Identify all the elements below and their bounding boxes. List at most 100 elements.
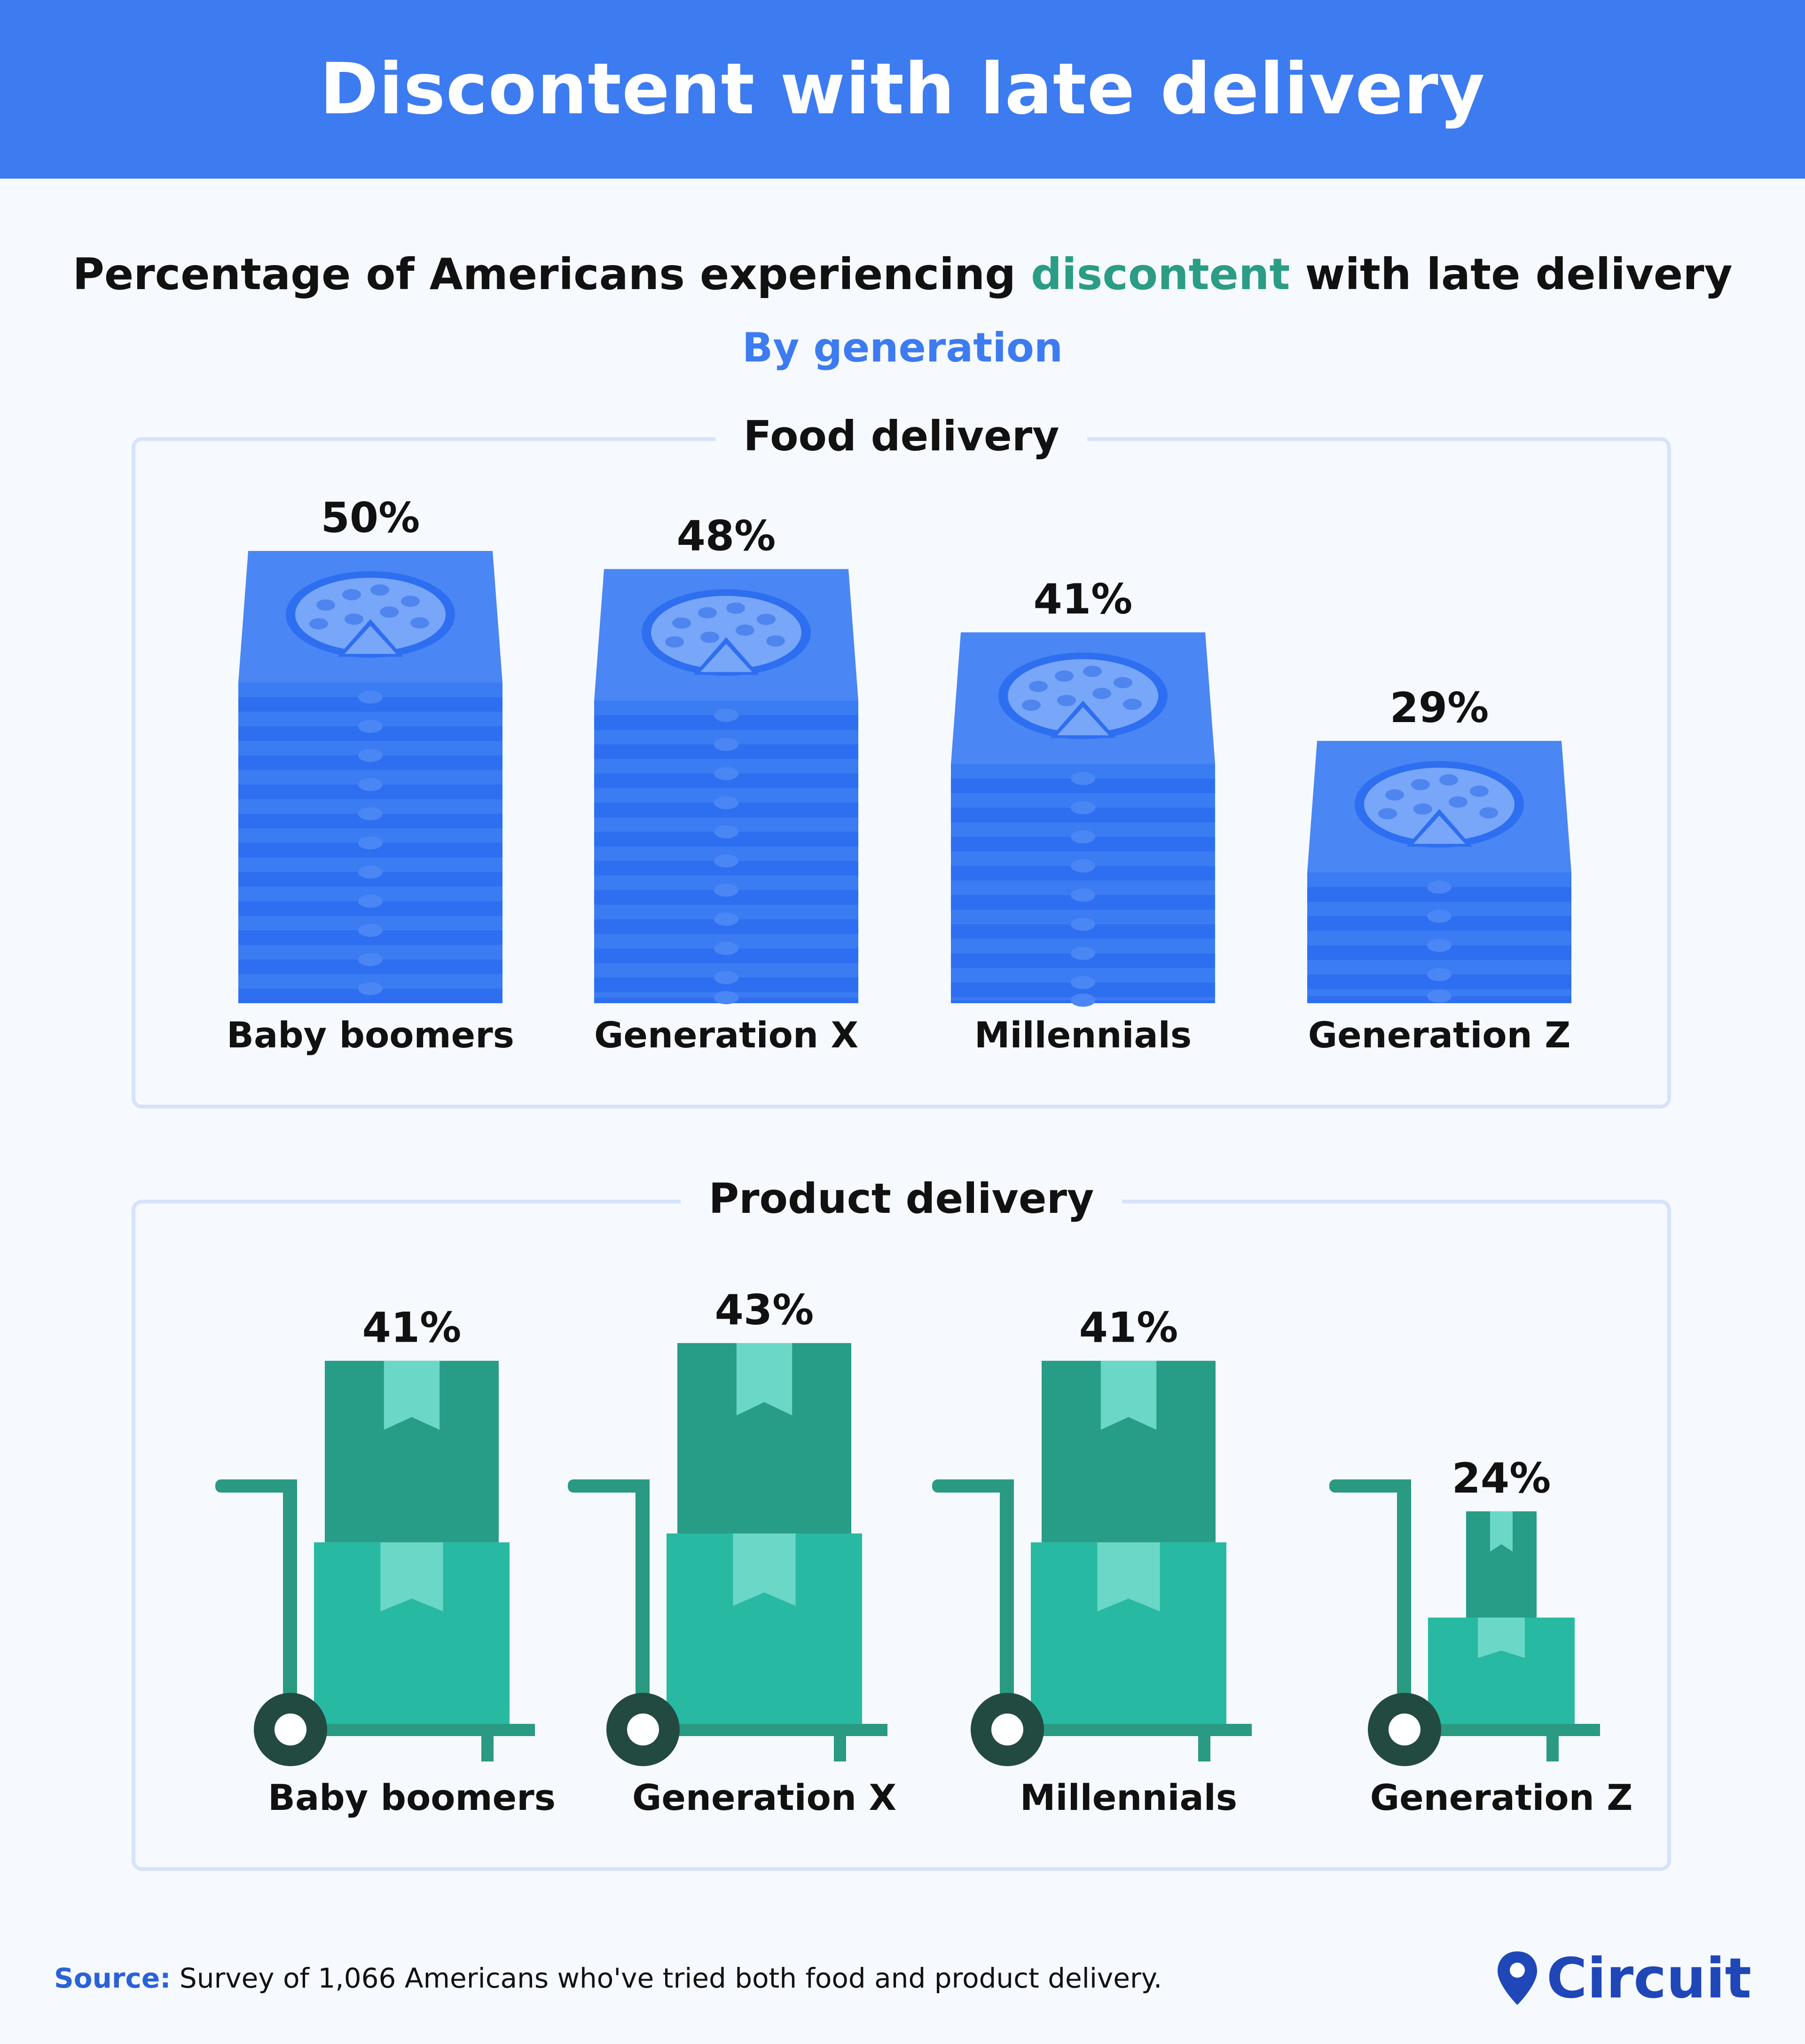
pizza-box-notch xyxy=(714,825,738,839)
page-title: Discontent with late delivery xyxy=(320,48,1485,130)
hand-truck-2 xyxy=(932,1360,1252,1766)
pizza-box-notch xyxy=(714,738,738,751)
header-banner: Discontent with late delivery xyxy=(0,0,1805,179)
box-tape xyxy=(736,1343,793,1415)
cart-wheel-hub xyxy=(275,1714,306,1745)
pizza-topping xyxy=(757,613,776,625)
source-label: Source: xyxy=(54,1962,171,1994)
pizza-topping xyxy=(672,617,691,629)
pizza-box-notch xyxy=(358,691,383,704)
pizza-box-notch xyxy=(358,778,383,791)
pizza-box-notch xyxy=(714,767,738,780)
cart-wheel-hub xyxy=(627,1714,659,1745)
food-value-label: 50% xyxy=(321,494,420,542)
box-tape xyxy=(733,1533,796,1606)
food-value-label: 29% xyxy=(1390,684,1489,732)
box-tape xyxy=(384,1360,440,1430)
hand-truck-0 xyxy=(215,1360,535,1766)
pizza-slice xyxy=(700,644,752,672)
cart-handle xyxy=(932,1479,1012,1493)
pizza-box-notch xyxy=(358,720,383,733)
box-tape xyxy=(1490,1511,1513,1552)
pizza-slice xyxy=(1057,707,1109,736)
subtitle-after: with late delivery xyxy=(1290,249,1733,299)
pizza-topping xyxy=(370,584,389,596)
pizza-topping xyxy=(401,596,420,607)
pizza-topping xyxy=(665,636,684,648)
food-category-label: Generation Z xyxy=(1308,1014,1571,1056)
pizza-topping xyxy=(1411,779,1430,791)
cart-handle xyxy=(1329,1479,1409,1493)
cart-frame xyxy=(1000,1479,1014,1733)
pizza-topping xyxy=(316,599,335,611)
pizza-topping xyxy=(1449,796,1468,808)
product-delivery-panel: Product delivery 41% Baby boomers 43% Gener… xyxy=(132,1174,1671,1871)
product-category-label: Generation Z xyxy=(1370,1777,1633,1818)
cart-handle xyxy=(568,1479,648,1493)
cart-handle xyxy=(215,1479,295,1493)
pizza-box-notch xyxy=(1071,976,1095,990)
pizza-topping xyxy=(1057,695,1076,707)
pizza-topping xyxy=(380,606,399,618)
food-panel-title: Food delivery xyxy=(715,412,1088,460)
circuit-logo: Circuit xyxy=(1495,1945,1751,2011)
cart-frame xyxy=(636,1479,650,1733)
pizza-topping xyxy=(1479,807,1498,819)
product-category-label: Millennials xyxy=(1020,1777,1237,1818)
pizza-box-notch xyxy=(358,982,383,995)
pizza-box-notch xyxy=(714,942,738,955)
product-value-label: 24% xyxy=(1452,1454,1551,1502)
product-category-label: Generation X xyxy=(632,1777,896,1818)
cart-frame xyxy=(283,1479,297,1733)
food-category-label: Millennials xyxy=(974,1014,1192,1056)
pizza-box-notch xyxy=(714,708,738,722)
source-note: Source: Survey of 1,066 Americans who've… xyxy=(54,1962,1162,1994)
pizza-topping xyxy=(1029,681,1048,692)
hand-truck-3 xyxy=(1329,1479,1600,1766)
pizza-topping xyxy=(726,602,745,614)
product-category-label: Baby boomers xyxy=(268,1777,556,1818)
pizza-box-notch xyxy=(1427,968,1452,982)
cart-foot xyxy=(1546,1724,1559,1761)
pizza-box-notch xyxy=(714,971,738,984)
pizza-topping xyxy=(342,589,361,600)
pizza-box-notch xyxy=(1071,830,1095,844)
pizza-stack-3 xyxy=(1307,741,1571,1003)
pizza-box-notch xyxy=(714,796,738,810)
box-tape xyxy=(1100,1360,1157,1430)
pizza-topping xyxy=(1385,789,1404,801)
pizza-box-notch xyxy=(1427,990,1452,1003)
pizza-box-notch xyxy=(358,895,383,908)
map-pin-icon xyxy=(1498,1951,1537,2005)
pizza-box-notch xyxy=(1427,880,1452,894)
cart-foot xyxy=(834,1724,846,1761)
pizza-topping xyxy=(736,624,754,636)
pizza-topping xyxy=(1114,677,1132,689)
cart-frame xyxy=(1397,1479,1411,1733)
pizza-topping xyxy=(700,631,719,643)
food-delivery-chart: 50% Baby boomers 48% Generation X 41% Millenn… xyxy=(227,494,1571,1056)
pizza-box-notch xyxy=(1427,939,1452,952)
pizza-stack-2 xyxy=(951,632,1215,1007)
cart-wheel-hub xyxy=(1389,1714,1420,1745)
food-category-label: Generation X xyxy=(594,1014,858,1056)
pizza-box-notch xyxy=(1071,888,1095,902)
cart-wheel-hub xyxy=(991,1714,1023,1745)
pizza-box-notch xyxy=(1427,910,1452,923)
subtitle-accent: discontent xyxy=(1031,249,1290,299)
pizza-slice xyxy=(1413,816,1465,844)
box-tape xyxy=(1478,1617,1525,1658)
pizza-topping xyxy=(698,607,717,619)
product-delivery-chart: 41% Baby boomers 43% Generation X 41% Millenn… xyxy=(215,1286,1633,1818)
product-value-label: 41% xyxy=(362,1304,462,1352)
hand-truck-1 xyxy=(568,1343,887,1766)
pizza-box-notch xyxy=(714,912,738,926)
pizza-topping xyxy=(1022,700,1041,711)
pizza-box-notch xyxy=(1071,918,1095,931)
pizza-box-notch xyxy=(358,865,383,879)
subtitle-before: Percentage of Americans experiencing xyxy=(72,249,1031,299)
pizza-topping xyxy=(1123,699,1142,710)
pizza-box-notch xyxy=(358,836,383,849)
pizza-box-notch xyxy=(358,749,383,762)
food-value-label: 48% xyxy=(677,511,776,560)
